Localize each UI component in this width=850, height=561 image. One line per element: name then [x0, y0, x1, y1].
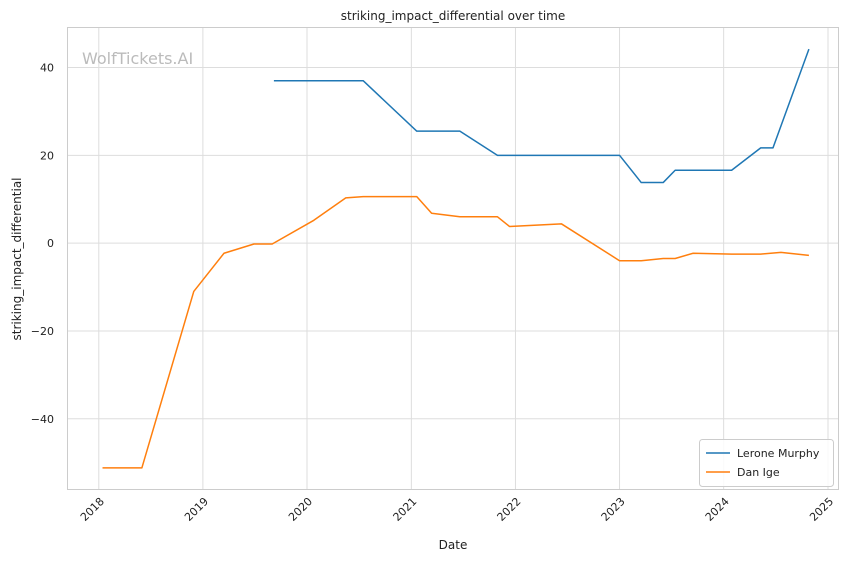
- y-tick-label: 0: [47, 237, 54, 250]
- y-tick-label: 20: [40, 149, 54, 162]
- y-axis-label: striking_impact_differential: [10, 177, 24, 340]
- series-line-lerone-murphy: [273, 48, 810, 184]
- legend: Lerone Murphy Dan Ige: [699, 439, 834, 487]
- legend-box: [699, 439, 834, 487]
- y-tick-label: −40: [31, 413, 54, 426]
- series-layer: [102, 48, 810, 469]
- x-tick-labels: 2018 2019 2020 2021 2022 2023 2024 2025: [78, 495, 836, 524]
- x-tick-label: 2020: [286, 495, 315, 524]
- x-axis-label: Date: [439, 538, 468, 552]
- legend-label-lerone-murphy: Lerone Murphy: [737, 447, 820, 460]
- y-tick-label: −20: [31, 325, 54, 338]
- x-tick-label: 2023: [599, 495, 628, 524]
- x-tick-label: 2022: [495, 495, 524, 524]
- y-tick-labels: −40 −20 0 20 40: [31, 62, 54, 426]
- series-line-dan-ige: [102, 195, 809, 469]
- grid: [68, 28, 838, 489]
- x-tick-label: 2021: [390, 495, 419, 524]
- x-tick-label: 2018: [78, 495, 107, 524]
- watermark-text: WolfTickets.AI: [82, 49, 193, 68]
- y-tick-label: 40: [40, 62, 54, 75]
- legend-label-dan-ige: Dan Ige: [737, 466, 780, 479]
- x-tick-label: 2024: [703, 495, 732, 524]
- x-tick-label: 2025: [807, 495, 836, 524]
- plot-frame: [67, 27, 839, 490]
- x-tick-label: 2019: [182, 495, 211, 524]
- chart-title: striking_impact_differential over time: [341, 9, 566, 23]
